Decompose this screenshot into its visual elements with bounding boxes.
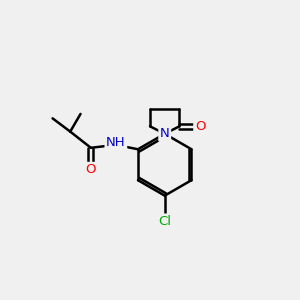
Text: O: O [195,120,205,133]
Text: NH: NH [106,136,126,149]
Text: Cl: Cl [158,215,171,228]
Text: N: N [160,127,169,140]
Text: O: O [85,164,96,176]
